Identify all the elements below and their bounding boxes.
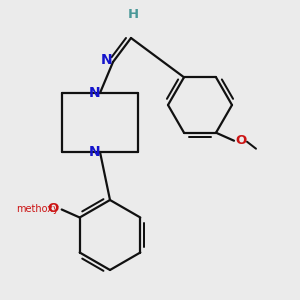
- Text: O: O: [47, 202, 58, 215]
- Text: N: N: [89, 145, 101, 159]
- Text: N: N: [101, 53, 113, 67]
- Text: O: O: [236, 134, 247, 147]
- Text: methoxy: methoxy: [16, 203, 59, 214]
- Text: H: H: [128, 8, 139, 22]
- Text: N: N: [89, 86, 101, 100]
